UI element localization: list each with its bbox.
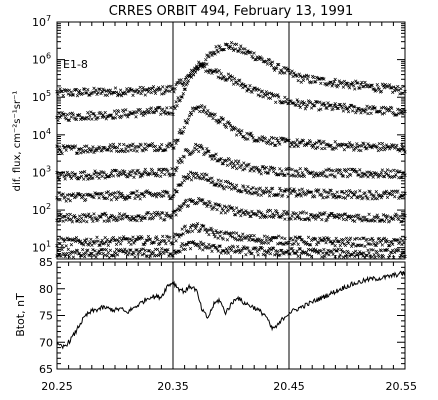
flux-tick-label: 103: [32, 164, 51, 179]
tick-exponent: 7: [46, 14, 51, 23]
x-tick-label: 20.45: [273, 380, 305, 393]
btot-tick-label: 85: [39, 256, 53, 269]
flux-series-3: [55, 104, 407, 156]
flux-y-axis-label: dif. flux, cm⁻²s⁻¹sr⁻¹: [12, 91, 23, 192]
x-tick-labels: 20.25 20.35 20.45 20.55: [41, 380, 417, 393]
tick-base: 10: [32, 16, 46, 29]
x-tick-label: 20.55: [386, 380, 418, 393]
tick-base: 10: [32, 129, 46, 142]
tick-base: 10: [32, 166, 46, 179]
chart-title: CRRES ORBIT 494, February 13, 1991: [109, 4, 354, 19]
btot-tick-label: 65: [39, 363, 53, 376]
flux-points: [55, 170, 407, 203]
x-tick-label: 20.25: [41, 380, 73, 393]
tick-exponent: 2: [46, 202, 51, 211]
flux-series-4: [55, 142, 407, 182]
flux-tick-label: 101: [32, 240, 51, 255]
tick-exponent: 6: [46, 52, 51, 61]
flux-points: [55, 221, 407, 248]
flux-series-7: [55, 221, 407, 248]
flux-tick-label: 102: [32, 202, 51, 217]
flux-series-group: [55, 41, 407, 260]
tick-exponent: 4: [46, 127, 51, 136]
btot-y-axis-label: Btot, nT: [14, 293, 27, 337]
flux-tick-label: 105: [32, 89, 51, 104]
flux-points: [55, 142, 407, 182]
flux-tick-label: 106: [32, 52, 51, 67]
flux-panel-frame: [56, 21, 406, 260]
tick-exponent: 1: [46, 240, 51, 249]
flux-y-ticks: [57, 21, 405, 260]
tick-exponent: 5: [46, 89, 51, 98]
flux-series-6: [55, 196, 407, 224]
flux-points: [55, 41, 407, 98]
flux-series-2: [55, 60, 407, 123]
flux-points: [55, 196, 407, 224]
flux-tick-label: 107: [32, 14, 51, 29]
btot-panel-frame: [56, 261, 406, 370]
btot-line: [56, 270, 406, 350]
btot-y-tick-labels: 65 70 75 80 85: [39, 256, 53, 376]
flux-points: [55, 104, 407, 156]
btot-vertical-markers: [172, 262, 290, 369]
panel-label: E1-8: [63, 58, 88, 71]
tick-base: 10: [32, 242, 46, 255]
flux-series-1: [55, 41, 407, 98]
tick-base: 10: [32, 91, 46, 104]
btot-tick-label: 70: [39, 336, 53, 349]
flux-tick-label: 104: [32, 127, 51, 142]
tick-base: 10: [32, 54, 46, 67]
x-tick-label: 20.35: [157, 380, 189, 393]
btot-y-ticks: [57, 261, 405, 370]
tick-exponent: 3: [46, 164, 51, 173]
flux-points: [55, 60, 407, 123]
tick-base: 10: [32, 204, 46, 217]
btot-tick-label: 75: [39, 310, 53, 323]
flux-vertical-markers: [172, 22, 290, 259]
x-ticks: [56, 22, 406, 369]
btot-tick-label: 80: [39, 283, 53, 296]
flux-series-5: [55, 170, 407, 203]
